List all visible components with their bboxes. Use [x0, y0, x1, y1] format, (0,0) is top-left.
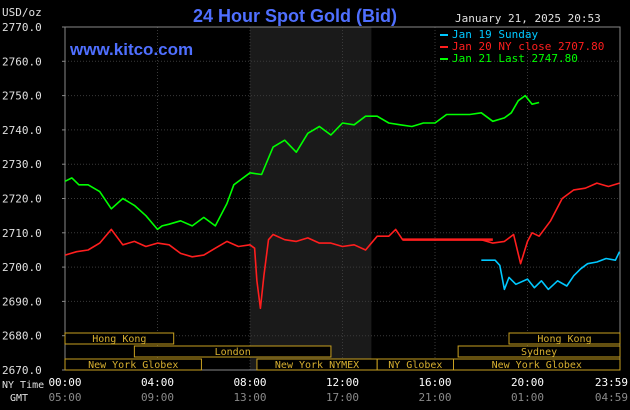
- chart-title: 24 Hour Spot Gold (Bid): [193, 6, 397, 26]
- session-label: New York NYMEX: [275, 360, 359, 371]
- watermark: www.kitco.com: [69, 40, 193, 59]
- series-line: [64, 94, 540, 231]
- y-tick-label: 2710.0: [2, 227, 42, 240]
- session-bar: [457, 345, 621, 358]
- legend-label: Jan 21 Last 2747.80: [452, 52, 578, 65]
- x-tick-label-ny: 00:00: [48, 376, 81, 389]
- gmt-label: GMT: [10, 393, 28, 404]
- x-tick-label-gmt: 04:59: [595, 391, 628, 404]
- sessions-layer: Hong Kong Hong Kong London Sydney New York G…: [64, 332, 621, 371]
- x-axis: NY Time GMT 00:00 04:00 08:00 12:00 16:00 20:00…: [2, 376, 628, 404]
- session-label: Sydney: [521, 347, 557, 358]
- nymex-shaded-area: [250, 27, 372, 370]
- x-tick-label-gmt: 17:00: [326, 391, 359, 404]
- x-tick-label-ny: 08:00: [233, 376, 266, 389]
- series-line: [481, 251, 621, 291]
- session-label: New York Globex: [88, 360, 178, 371]
- y-tick-label: 2760.0: [2, 55, 42, 68]
- timestamp: January 21, 2025 20:53: [455, 12, 601, 25]
- y-tick-label: 2680.0: [2, 330, 42, 343]
- y-tick-label: 2740.0: [2, 124, 42, 137]
- y-tick-label: 2720.0: [2, 193, 42, 206]
- session-label: New York Globex: [492, 360, 582, 371]
- session-label: London: [215, 347, 251, 358]
- session-bar: [64, 332, 175, 345]
- series-line: [64, 182, 620, 310]
- session-label: Hong Kong: [92, 334, 146, 345]
- legend-label: Jan 19 Sunday: [452, 28, 538, 41]
- session-bar: [64, 358, 202, 371]
- y-axis: 2770.0 2760.0 2750.0 2740.0 2730.0 2720.0 2710…: [2, 21, 65, 377]
- x-tick-label-ny: 04:00: [141, 376, 174, 389]
- series-layer: [64, 94, 621, 310]
- x-tick-label-gmt: 13:00: [233, 391, 266, 404]
- session-label: NY Globex: [388, 360, 442, 371]
- session-bar: [508, 332, 621, 345]
- y-tick-label: 2670.0: [2, 364, 42, 377]
- legend-label: Jan 20 NY close 2707.80: [452, 40, 604, 53]
- y-tick-label: 2730.0: [2, 158, 42, 171]
- y-axis-unit: USD/oz: [2, 6, 42, 19]
- x-tick-label-ny: 20:00: [511, 376, 544, 389]
- ny-time-label: NY Time: [2, 380, 44, 391]
- y-tick-label: 2770.0: [2, 21, 42, 34]
- x-tick-label-gmt: 21:00: [418, 391, 451, 404]
- session-bar: [133, 345, 332, 358]
- y-tick-label: 2750.0: [2, 90, 42, 103]
- y-tick-label: 2690.0: [2, 295, 42, 308]
- x-tick-label-ny: 16:00: [418, 376, 451, 389]
- x-tick-label-gmt: 05:00: [48, 391, 81, 404]
- x-tick-label-ny: 12:00: [326, 376, 359, 389]
- session-label: Hong Kong: [537, 334, 591, 345]
- session-bar: [453, 358, 621, 371]
- x-tick-label-gmt: 09:00: [141, 391, 174, 404]
- x-tick-label-ny: 23:59: [595, 376, 628, 389]
- x-tick-label-gmt: 01:00: [511, 391, 544, 404]
- y-tick-label: 2700.0: [2, 261, 42, 274]
